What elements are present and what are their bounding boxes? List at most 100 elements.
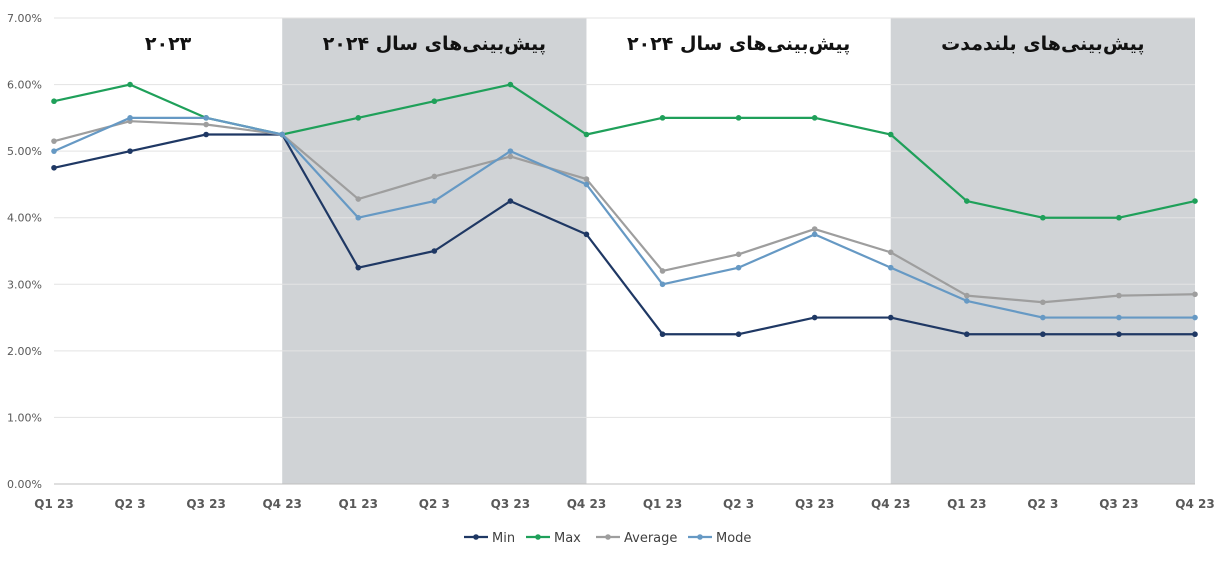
data-point-max (659, 115, 666, 121)
data-point-max (1040, 214, 1046, 221)
legend-label: Mode (716, 531, 751, 546)
data-point-min (355, 264, 362, 271)
series-line-mode (53, 116, 1195, 319)
data-point-average (659, 268, 666, 274)
legend-item-average: Average (596, 531, 677, 546)
x-tick-label: Q3 23 (1099, 497, 1138, 511)
data-point-mode (1192, 314, 1198, 321)
x-tick-label: Q4 23 (567, 497, 606, 511)
x-tick-label: Q2 3 (419, 497, 450, 511)
data-point-mode (355, 214, 362, 221)
region-label-2: پیش‌بینی‌های سال ۲۰۲۴ (627, 33, 850, 55)
x-tick-label: Q4 23 (871, 497, 910, 511)
data-point-average (431, 173, 438, 180)
x-tick-label: Q1 23 (34, 497, 73, 511)
data-point-max (735, 115, 742, 121)
data-point-mode (1040, 314, 1046, 321)
data-point-mode (964, 298, 970, 304)
legend-item-max: Max (526, 531, 581, 546)
x-tick-label: Q4 23 (1175, 497, 1214, 511)
data-point-max (127, 81, 133, 88)
data-point-mode (1116, 314, 1122, 321)
data-point-max (811, 115, 818, 121)
data-point-mode (203, 115, 209, 121)
data-point-mode (431, 198, 438, 204)
shaded-region-3 (890, 18, 1195, 484)
data-point-average (1116, 292, 1122, 299)
data-point-max (355, 115, 362, 121)
series-line-average (53, 120, 1196, 304)
x-axis-ticks: Q1 23 Q2 3 Q3 23 Q4 23 Q1 23 Q2 3 Q3 23 Q4 23 Q1… (34, 497, 1214, 511)
x-tick-label: Q3 23 (186, 497, 225, 511)
region-shading (282, 18, 1195, 484)
x-tick-label: Q1 23 (643, 497, 682, 511)
data-point-average (355, 196, 362, 202)
data-point-average (887, 249, 894, 256)
y-tick-label: 3.00% (7, 278, 42, 291)
x-tick-label: Q3 23 (795, 497, 834, 511)
data-point-min (431, 248, 438, 254)
data-point-mode (507, 148, 514, 154)
region-label-3: پیش‌بینی‌های بلندمدت (941, 33, 1144, 55)
y-tick-label: 0.00% (7, 478, 42, 491)
data-point-min (964, 331, 970, 338)
data-point-average (811, 226, 818, 232)
data-point-min (811, 314, 818, 321)
y-tick-label: 6.00% (7, 79, 42, 92)
data-point-min (51, 164, 57, 171)
data-point-average (583, 176, 590, 182)
data-point-max (583, 131, 590, 138)
legend-marker (697, 534, 703, 540)
gridlines (54, 17, 1195, 485)
x-tick-label: Q2 3 (1027, 497, 1058, 511)
data-point-min (659, 331, 666, 338)
data-point-max (507, 81, 514, 88)
series-mode (51, 115, 1198, 321)
data-point-min (127, 148, 133, 154)
data-point-min (1040, 331, 1046, 338)
data-point-min (203, 131, 209, 138)
data-point-min (735, 331, 742, 338)
data-point-mode (583, 181, 590, 188)
legend-marker (535, 534, 541, 540)
y-tick-label: 4.00% (7, 212, 42, 225)
series-average (51, 118, 1198, 306)
region-label-1: پیش‌بینی‌های سال ۲۰۲۴ (323, 33, 546, 55)
legend: Min Max Average Mode (464, 531, 751, 546)
data-point-max (51, 98, 57, 105)
x-tick-label: Q2 3 (723, 497, 754, 511)
data-point-average (964, 292, 970, 299)
data-point-average (1192, 291, 1198, 298)
data-point-min (1116, 331, 1122, 338)
data-point-min (1192, 331, 1198, 338)
x-tick-label: Q3 23 (491, 497, 530, 511)
data-point-average (51, 138, 57, 144)
legend-label: Max (554, 531, 581, 546)
x-tick-label: Q2 3 (115, 497, 146, 511)
series-line-min (53, 133, 1195, 336)
data-point-min (583, 231, 590, 238)
data-point-min (887, 314, 894, 321)
legend-marker (473, 534, 479, 540)
x-tick-label: Q1 23 (947, 497, 986, 511)
y-tick-label: 5.00% (7, 145, 42, 158)
y-axis-ticks: 0.00% 1.00% 2.00% 3.00% 4.00% 5.00% 6.00% 7.00% (7, 12, 42, 491)
legend-label: Min (492, 531, 515, 546)
region-labels: ۲۰۲۳ پیش‌بینی‌های سال ۲۰۲۴ پیش‌بینی‌های سا… (145, 33, 1145, 55)
data-point-mode (279, 131, 286, 138)
region-label-0: ۲۰۲۳ (145, 33, 192, 55)
data-point-mode (659, 281, 666, 288)
y-tick-label: 1.00% (7, 411, 42, 424)
data-point-mode (735, 264, 742, 271)
data-point-mode (51, 148, 57, 154)
y-tick-label: 2.00% (7, 345, 42, 358)
data-point-mode (887, 264, 894, 271)
data-point-max (964, 198, 970, 204)
legend-item-min: Min (464, 531, 515, 546)
x-tick-label: Q4 23 (262, 497, 301, 511)
x-tick-label: Q1 23 (339, 497, 378, 511)
data-point-average (1040, 299, 1046, 306)
legend-item-mode: Mode (688, 531, 751, 546)
